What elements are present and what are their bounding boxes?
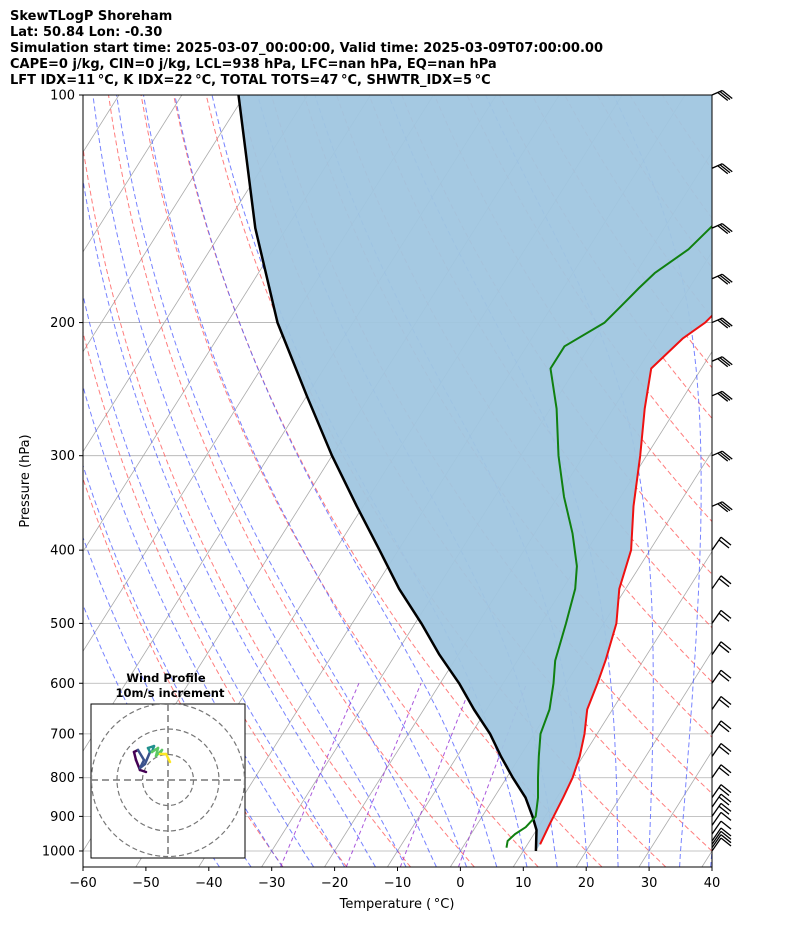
moist-adiabat [92, 95, 407, 867]
wind-barbs [711, 89, 733, 852]
hodograph-trace-segment [132, 750, 138, 762]
wind-barb [711, 834, 732, 849]
wind-barb [711, 827, 732, 842]
y-tick-label: 100 [50, 89, 75, 104]
moist-adiabat [83, 384, 315, 867]
wind-barb [711, 720, 732, 735]
dewpoint-line [505, 224, 712, 848]
moist-adiabat [83, 463, 283, 867]
y-tick-label: 300 [50, 449, 75, 464]
moist-adiabat [83, 292, 346, 867]
wind-barb [711, 764, 732, 779]
isotherm-line [83, 95, 309, 453]
wind-barb [711, 820, 732, 835]
moist-adiabat [116, 95, 437, 867]
x-tick-label: 0 [456, 876, 464, 891]
wind-barb [711, 793, 732, 808]
plot-series [237, 95, 712, 852]
wind-barb [711, 811, 732, 826]
y-tick-label: 400 [50, 544, 75, 559]
x-tick-label: 10 [515, 876, 532, 891]
plot-axes: −60 −50 −40 −30 −20 −10 0 10 20 30 40 100 200 300 400 5… [42, 89, 720, 892]
wind-barb [711, 830, 732, 845]
hodograph-title: Wind Profile [126, 671, 206, 685]
moist-adiabat [485, 95, 654, 867]
chart-title-location: Lat: 50.84 Lon: -0.30 [10, 25, 163, 40]
y-tick-label: 1000 [42, 844, 75, 859]
x-tick-label: −60 [69, 876, 96, 891]
wind-barb [711, 669, 732, 684]
wind-barb [711, 356, 733, 368]
x-tick-label: 30 [641, 876, 658, 891]
dry-adiabat [108, 95, 475, 867]
chart-title-indices-1: CAPE=0 j/kg, CIN=0 j/kg, LCL=938 hPa, LF… [10, 57, 497, 72]
x-axis-label: Temperature ( °C) [339, 897, 455, 912]
x-tick-label: −30 [258, 876, 285, 891]
hodograph-trace-segment [143, 750, 152, 766]
chart-title-indices-2: LFT IDX=11 °C, K IDX=22 °C, TOTAL TOTS=4… [10, 73, 491, 88]
wind-barb [711, 802, 732, 817]
wind-barb [711, 536, 732, 551]
x-tick-label: −10 [384, 876, 411, 891]
wind-barb [711, 743, 732, 757]
x-tick-label: 20 [578, 876, 595, 891]
isotherm-line [575, 650, 712, 867]
wind-barb [711, 390, 733, 402]
moist-adiabat [613, 95, 702, 867]
y-tick-label: 900 [50, 810, 75, 825]
isotherm-line [512, 550, 712, 867]
hodograph-trace-segment [166, 756, 172, 764]
wind-barb [711, 501, 733, 513]
mixing-ratio-line [345, 683, 422, 867]
y-tick-label: 700 [50, 727, 75, 742]
wind-barb [711, 273, 733, 285]
wind-barb [711, 163, 733, 175]
hodograph-ring [91, 704, 245, 858]
x-tick-label: −20 [321, 876, 348, 891]
wind-barb [711, 837, 732, 852]
wind-barb [711, 89, 733, 101]
x-tick-label: −40 [195, 876, 222, 891]
parcel-profile-line [237, 95, 538, 852]
wind-barb [711, 450, 733, 462]
wind-barb [711, 641, 732, 656]
y-axis-label: Pressure (hPa) [18, 434, 33, 527]
wind-barb [711, 609, 732, 624]
chart-title-times: Simulation start time: 2025-03-07_00:00:… [10, 41, 603, 56]
x-tick-label: 40 [704, 876, 721, 891]
moist-adiabat [710, 846, 712, 867]
y-tick-label: 800 [50, 771, 75, 786]
x-tick-label: −50 [132, 876, 159, 891]
hodograph-subtitle: 10m/s increment [116, 686, 225, 700]
mixing-ratio-line [399, 683, 473, 867]
y-tick-label: 500 [50, 617, 75, 632]
moist-adiabat [83, 536, 252, 867]
moist-adiabat [143, 95, 468, 867]
chart-title-station: SkewTLogP Shoreham [10, 9, 173, 24]
wind-barb [711, 317, 733, 329]
y-tick-label: 200 [50, 316, 75, 331]
dry-adiabat [140, 95, 539, 867]
temperature-line [539, 314, 712, 845]
wind-barb [711, 223, 733, 235]
isotherm-line [83, 95, 183, 253]
moist-adiabat [174, 95, 498, 867]
isotherm-line [83, 95, 246, 353]
dry-adiabat [83, 330, 348, 867]
wind-barb [711, 784, 732, 798]
y-tick-label: 600 [50, 677, 75, 692]
moist-adiabat [83, 177, 376, 867]
hodograph-trace-segment [136, 748, 146, 762]
cin-cape-shading [238, 95, 712, 851]
dry-adiabat [83, 477, 284, 867]
wind-barb [711, 696, 732, 710]
mixing-ratio-line [280, 683, 360, 867]
wind-barb [711, 575, 732, 590]
